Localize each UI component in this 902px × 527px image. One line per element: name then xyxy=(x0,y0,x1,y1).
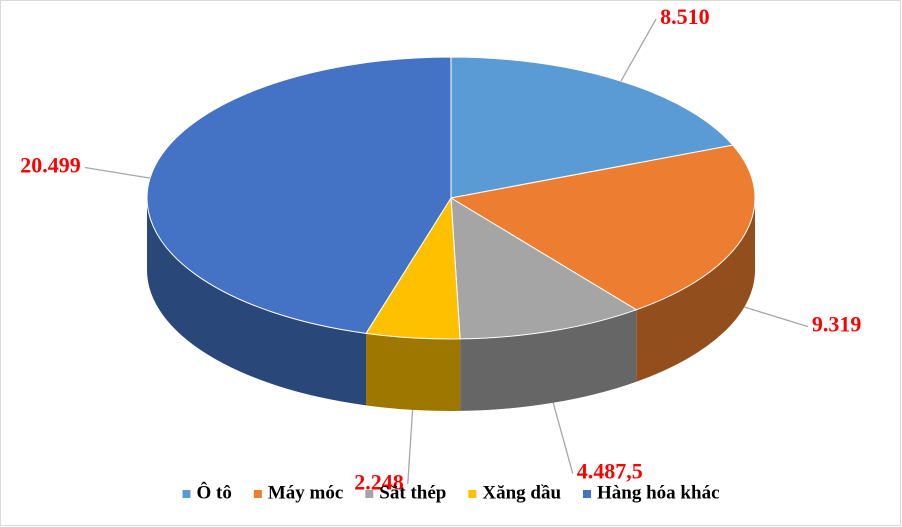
legend: Ô tô Máy móc Sắt thép Xăng dầu Hàng hóa khác xyxy=(182,481,720,503)
legend-swatch xyxy=(365,490,374,498)
data-label: 4.487,5 xyxy=(577,458,643,483)
legend-label: Hàng hóa khác xyxy=(597,482,719,503)
leader-line xyxy=(744,306,809,328)
legend-swatch xyxy=(583,490,592,498)
slice-side xyxy=(147,198,366,406)
legend-label: Máy móc xyxy=(268,482,343,503)
legend-label: Sắt thép xyxy=(379,482,446,503)
slice xyxy=(450,197,638,340)
legend-swatch xyxy=(468,490,477,498)
slice xyxy=(450,56,734,199)
leader-line xyxy=(620,18,657,82)
slice-side xyxy=(636,198,755,382)
data-label: 9.319 xyxy=(812,312,862,337)
data-label: 2.248 xyxy=(354,469,404,494)
legend-swatch xyxy=(253,490,262,498)
leader-line xyxy=(407,409,414,485)
data-label: 20.499 xyxy=(20,153,81,178)
legend-label: Ô tô xyxy=(196,481,231,503)
leader-line xyxy=(84,166,151,179)
slice-side xyxy=(460,309,637,411)
slice xyxy=(449,144,756,311)
data-label: 8.510 xyxy=(660,4,710,29)
legend-label: Xăng dầu xyxy=(482,482,561,503)
legend-swatch xyxy=(182,490,191,498)
leader-line xyxy=(552,402,574,474)
slice-side xyxy=(365,333,461,411)
